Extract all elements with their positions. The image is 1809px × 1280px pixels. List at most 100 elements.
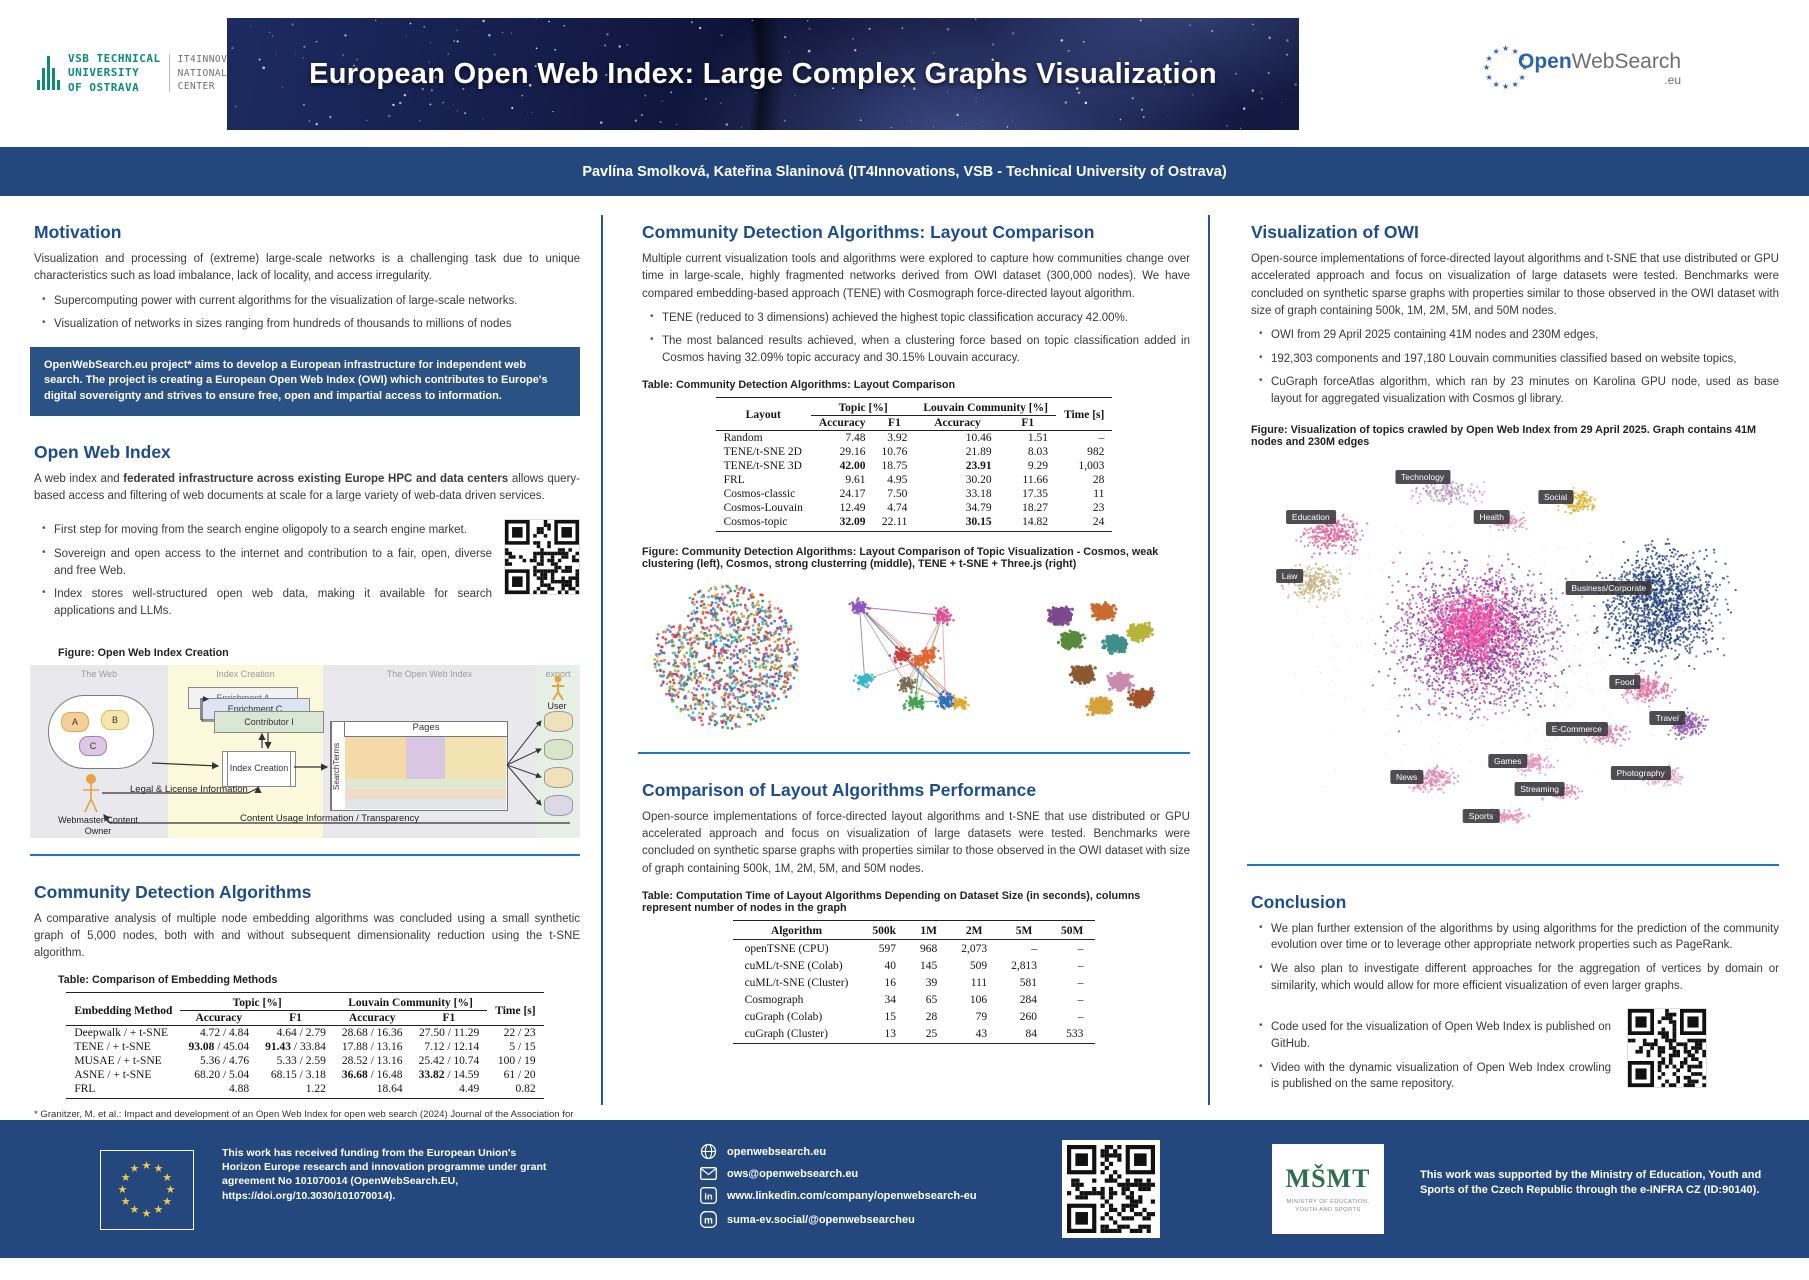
table-cell: 68.15 / 3.18 — [270, 1069, 326, 1082]
linkedin-link[interactable]: www.linkedin.com/company/openwebsearch-e… — [727, 1189, 977, 1202]
table-row: TENE / + t-SNE 93.08 / 45.04 91.43 / 33.84… — [66, 1040, 543, 1054]
visualization-owi-body: Open-source implementations of force-dir… — [1251, 253, 1779, 317]
logo-divider — [168, 54, 170, 93]
table-cell: 28 — [925, 1010, 938, 1023]
legal-license-label: Legal & License Information — [130, 783, 248, 795]
email-link[interactable]: ows@openwebsearch.eu — [727, 1167, 859, 1180]
mastodon-link[interactable]: suma-ev.social/@openwebsearcheu — [727, 1213, 915, 1226]
table-cell: Cosmos-classic — [723, 487, 796, 500]
table-cell: 16 — [884, 976, 897, 989]
cloud-b: B — [101, 709, 129, 730]
table-cell: 10.76 — [881, 445, 908, 458]
star-icon: ★ — [141, 1159, 152, 1172]
table-cell: 4.88 — [180, 1082, 258, 1100]
bullet-item: Sovereign and open access to the interne… — [42, 546, 492, 579]
table-row: cuML/t-SNE (Cluster) 16 39 111 581 – — [733, 974, 1096, 991]
bullet-item: Code used for the visualization of Open … — [1259, 1019, 1611, 1052]
bullet-item: The most balanced results achieved, when… — [650, 333, 1190, 366]
table-cell: 5.36 / 4.76 — [199, 1055, 250, 1068]
table-cell: – — [1077, 959, 1084, 972]
bullet-item: TENE (reduced to 3 dimensions) achieved … — [650, 310, 1190, 327]
table-cell: 18.27 — [1022, 501, 1048, 514]
webmaster-icon — [83, 773, 99, 812]
table-cell: 145 — [920, 959, 938, 972]
table-cell: 4.95 — [887, 473, 908, 486]
table-cell: 17.88 / 13.16 — [341, 1041, 403, 1054]
owi-topics-graph: Technology Social Health Education Law Busine… — [1247, 454, 1779, 848]
col-50m: 50M — [1049, 919, 1096, 940]
table-cell: Deepwalk / + t-SNE — [74, 1027, 169, 1040]
motivation-body: Visualization and processing of (extreme… — [34, 253, 580, 283]
table-row: Cosmos-classic 24.17 7.50 33.18 17.35 11 — [716, 487, 1113, 501]
table-row: Cosmos-Louvain 12.49 4.74 34.79 18.27 23 — [716, 501, 1113, 515]
topic-label: Photography — [1610, 765, 1671, 780]
bullet-item: Index stores well-structured open web da… — [42, 586, 492, 619]
title-banner: European Open Web Index: Large Complex G… — [227, 18, 1299, 130]
table-row: cuGraph (Colab) 15 28 79 260 – — [733, 1008, 1096, 1025]
bullet-item: Supercomputing power with current algori… — [42, 293, 580, 310]
col-accuracy: Accuracy — [195, 1012, 243, 1025]
table-row: openTSNE (CPU) 597 968 2,073 – – — [733, 940, 1096, 958]
webmaster-label: Webmaster Content Owner — [58, 814, 138, 836]
mastodon-link-row: m suma-ev.social/@openwebsearcheu — [700, 1211, 977, 1228]
star-icon: ★ — [153, 1204, 164, 1217]
table-cell: 12.49 — [839, 501, 866, 514]
table-cell: 533 — [1049, 1025, 1096, 1044]
table-cell: 10.46 — [965, 431, 992, 444]
star-icon: ★ — [162, 1195, 173, 1208]
col-5m: 5M — [999, 919, 1050, 940]
cloud-a: A — [61, 711, 89, 732]
col-group-louvain: Louvain Community [%] — [333, 992, 488, 1012]
footer-qr-wrap — [1062, 1140, 1160, 1238]
database-cylinder — [544, 738, 573, 760]
table-cell: 4.72 / 4.84 — [199, 1027, 250, 1040]
layout-comparison-bullets: TENE (reduced to 3 dimensions) achieved … — [642, 310, 1190, 367]
table-cell: 25.42 / 10.74 — [418, 1055, 480, 1068]
content-usage-label: Content Usage Information / Transparency — [240, 812, 420, 824]
contact-links: openwebsearch.eu ows@openwebsearch.eu in… — [700, 1136, 977, 1235]
pages-table: Pages SearchTerms — [330, 720, 508, 811]
star-icon: ★ — [162, 1171, 173, 1184]
table-row: Cosmograph 34 65 106 284 – — [733, 991, 1096, 1008]
website-link[interactable]: openwebsearch.eu — [727, 1145, 827, 1158]
table-cell: 30.15 — [915, 514, 1000, 532]
topic-label: Health — [1473, 509, 1511, 524]
vsb-line1: VSB TECHNICAL — [68, 52, 161, 65]
authors-text: Pavlína Smolková, Kateřina Slaninová (IT… — [582, 163, 1227, 180]
star-icon: ★ — [129, 1162, 140, 1175]
table-cell: 111 — [970, 976, 988, 989]
table-cell: 5.33 / 2.59 — [276, 1055, 326, 1068]
table-cell: 7.12 / 12.14 — [424, 1041, 480, 1054]
col-group-topic: Topic [%] — [810, 396, 916, 416]
bullet-item: Video with the dynamic visualization of … — [1259, 1060, 1611, 1093]
col-f1: F1 — [888, 416, 901, 429]
table-row: Deepwalk / + t-SNE 4.72 / 4.84 4.64 / 2.79… — [66, 1026, 543, 1041]
table-cell: 34.79 — [965, 501, 992, 514]
conclusion-repo-bullets: Code used for the visualization of Open … — [1251, 1012, 1611, 1100]
table-cell: 23.91 — [965, 459, 992, 472]
bullet-item: Visualization of networks in sizes rangi… — [42, 316, 580, 333]
table-cell: 24.17 — [839, 487, 866, 500]
table-cell: – — [1098, 431, 1105, 444]
table-cell: 18.75 — [881, 459, 908, 472]
col-algorithm: Algorithm — [732, 919, 861, 940]
section-separator — [638, 751, 1190, 754]
col-layout: Layout — [715, 396, 811, 431]
project-callout: OpenWebSearch.eu project* aims to develo… — [30, 346, 580, 416]
table-cell: 3.92 — [887, 431, 908, 444]
embedding-methods-table: Embedding Method Topic [%] Louvain Commu… — [66, 992, 544, 1100]
table-cell: 7.48 — [845, 431, 866, 444]
middle-column: Community Detection Algorithms: Layout C… — [638, 196, 1190, 1044]
table-cell: 9.61 — [845, 473, 866, 486]
table-cell: TENE/t-SNE 3D — [723, 459, 802, 472]
table-cell: 581 — [1019, 976, 1038, 989]
poster-title: European Open Web Index: Large Complex G… — [309, 57, 1217, 90]
table-cell: TENE / + t-SNE — [74, 1041, 151, 1054]
col-accuracy: Accuracy — [934, 416, 981, 429]
owi-graph-caption: Figure: Visualization of topics crawled … — [1251, 423, 1756, 448]
visualization-owi-bullets: OWI from 29 April 2025 containing 41M no… — [1251, 327, 1779, 408]
table-row: cuGraph (Cluster) 13 25 43 84 533 — [732, 1025, 1096, 1044]
conclusion-bull ets: We plan further extension of the algorit… — [1251, 921, 1779, 995]
table-row: MUSAE / + t-SNE 5.36 / 4.76 5.33 / 2.59 28.… — [66, 1054, 543, 1068]
mastodon-icon: m — [700, 1211, 717, 1228]
